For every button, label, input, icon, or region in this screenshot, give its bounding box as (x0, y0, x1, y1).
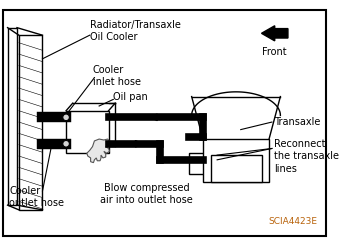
Text: Blow compressed
air into outlet hose: Blow compressed air into outlet hose (100, 184, 193, 205)
Circle shape (63, 140, 69, 147)
Bar (189, 153, 217, 174)
Polygon shape (8, 28, 17, 205)
FancyArrow shape (261, 26, 288, 41)
Text: Cooler
outlet hose: Cooler outlet hose (9, 186, 64, 208)
Text: Front: Front (262, 46, 287, 57)
Text: Transaxle: Transaxle (274, 117, 320, 127)
Bar (211, 155, 261, 182)
Circle shape (63, 114, 69, 121)
Text: Reconnect
the transaxle
lines: Reconnect the transaxle lines (274, 139, 339, 174)
Bar (203, 139, 269, 182)
Text: Oil pan: Oil pan (113, 92, 148, 102)
Bar (19, 35, 42, 210)
Text: Radiator/Transaxle
Oil Cooler: Radiator/Transaxle Oil Cooler (90, 20, 181, 42)
Bar (66, 111, 109, 153)
Polygon shape (87, 139, 110, 163)
Text: Cooler
inlet hose: Cooler inlet hose (93, 65, 141, 87)
Text: SCIA4423E: SCIA4423E (268, 217, 317, 226)
